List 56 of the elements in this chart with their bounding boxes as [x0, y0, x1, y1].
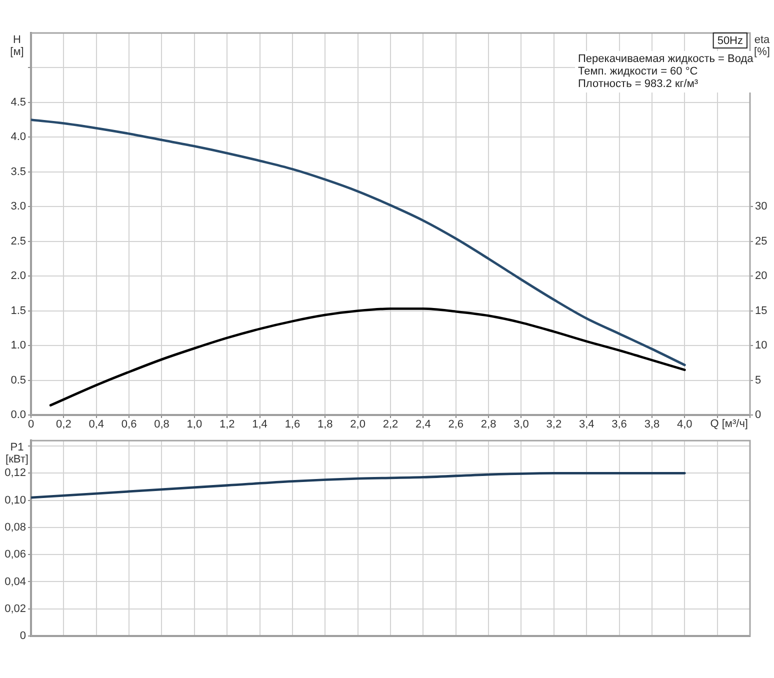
- y2-tick-label: 20: [755, 270, 768, 282]
- x-tick-label: 2,6: [448, 418, 464, 431]
- x-tick-label: 0,8: [154, 418, 170, 431]
- x-tick-label: 2,4: [416, 418, 431, 431]
- x-tick-label: 3,0: [514, 418, 529, 431]
- x-tick-label: 0,2: [56, 418, 72, 431]
- x-tick-label: 1,2: [219, 418, 235, 431]
- y-tick-label: 1.5: [10, 304, 26, 317]
- y-tick-label: 0,04: [4, 576, 26, 588]
- line-series: [31, 472, 686, 499]
- y-tick-label: 4.5: [10, 96, 26, 108]
- x-tick-label: 1,8: [317, 418, 333, 431]
- y-tick-label: 0.5: [10, 374, 26, 386]
- y2-tick-label: 30: [755, 200, 768, 213]
- y-tick-label: 0.0: [10, 409, 26, 422]
- y-tick-label: 0,10: [4, 494, 26, 506]
- x-tick-label: 1,4: [252, 418, 268, 431]
- y2-tick-label: 0: [755, 409, 762, 422]
- annotation: Перекачиваемая жидкость = Вода: [578, 53, 754, 66]
- x-tick-label: 1,6: [284, 418, 300, 431]
- y-tick-label: 1.0: [10, 340, 26, 352]
- x-tick-label: 0,6: [121, 418, 137, 431]
- y-axis-title: P1 [кВт]: [6, 442, 28, 466]
- line-series: [49, 308, 686, 406]
- y2-tick-label: 25: [755, 235, 768, 248]
- y2-tick-label: 15: [755, 304, 768, 317]
- x-tick-label: 2,2: [382, 418, 398, 431]
- x-tick-label: 2,8: [480, 418, 496, 431]
- y2-tick-label: 5: [755, 374, 762, 386]
- x-axis-title: Q [м³/ч]: [710, 418, 748, 430]
- y-tick-label: 2.0: [10, 270, 26, 282]
- x-tick-label: 2,0: [350, 418, 366, 431]
- y-tick-label: 0: [20, 630, 26, 642]
- y-tick-label: 0,12: [4, 467, 26, 480]
- y2-tick-label: 10: [755, 340, 768, 352]
- y-tick-label: 2.5: [10, 235, 26, 248]
- y-tick-label: 0,06: [4, 548, 26, 561]
- y-tick-label: 0,08: [4, 521, 26, 534]
- x-tick-label: 1,0: [186, 418, 202, 431]
- y-axis-title: H [м]: [10, 34, 24, 58]
- y-tick-label: 3.0: [10, 200, 26, 213]
- annotation: Темп. жидкости = 60 °C: [578, 66, 698, 78]
- x-tick-label: 0: [28, 418, 34, 431]
- x-tick-label: 3,2: [546, 418, 562, 431]
- x-tick-label: 3,4: [578, 418, 594, 431]
- x-tick-label: 3,6: [612, 418, 627, 431]
- line-series: [31, 118, 686, 366]
- x-tick-label: 0,4: [88, 418, 104, 431]
- y2-axis-title: eta [%]: [754, 34, 771, 58]
- x-tick-label: 3,8: [644, 418, 660, 431]
- chart-title: 50Hz: [717, 35, 744, 48]
- x-tick-label: 4,0: [676, 418, 692, 431]
- y-tick-label: 0,02: [4, 602, 26, 615]
- annotation: Плотность = 983.2 кг/м³: [578, 78, 698, 90]
- y-tick-label: 4.0: [10, 131, 26, 144]
- y-tick-label: 3.5: [10, 166, 26, 178]
